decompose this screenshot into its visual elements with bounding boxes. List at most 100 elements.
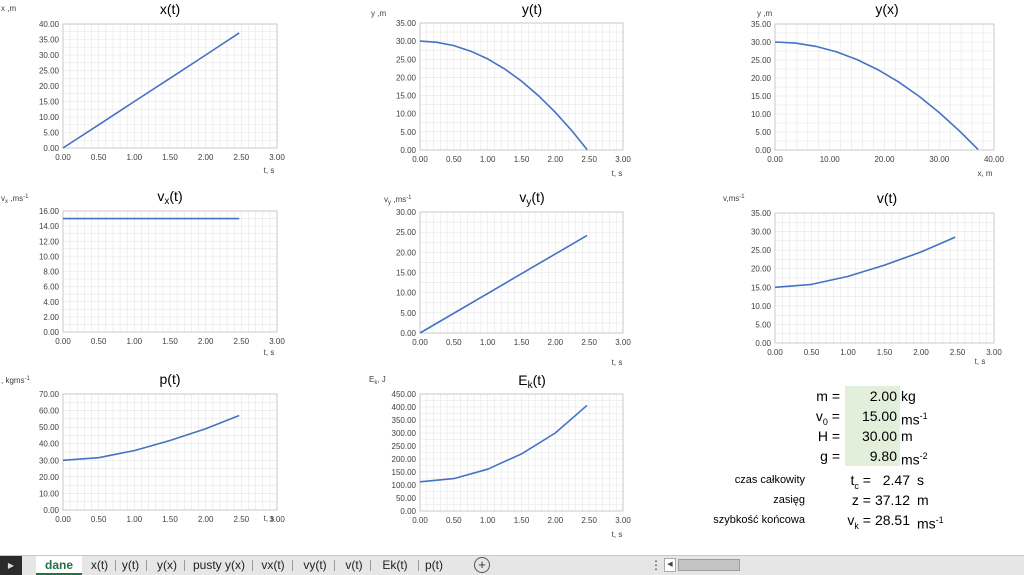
y-tick-label: 8.00 <box>43 268 59 277</box>
result-symbol-total-time: tc = <box>850 472 871 491</box>
param-value-v0[interactable]: 15.00 <box>845 406 900 426</box>
chart-title: y(x) <box>875 1 898 17</box>
x-tick-label: 0.00 <box>767 348 783 357</box>
chart-5: 0.00 5.00 10.00 15.00 20.00 25.00 30.00 35.00 0.… <box>723 190 1002 366</box>
chart-2: 0.00 5.00 10.00 15.00 20.00 25.00 30.00 35.00 0.… <box>751 1 1005 178</box>
y-tick-label: 35.00 <box>39 36 60 45</box>
x-tick-label: 3.00 <box>269 153 285 162</box>
param-unit-gravity: ms-2 <box>901 451 928 468</box>
x-tick-label: 2.50 <box>581 338 597 347</box>
tab-separator <box>115 560 116 571</box>
y-axis-label: x ,m <box>1 4 16 13</box>
y-tick-label: 0.00 <box>400 507 416 516</box>
y-tick-label: 15.00 <box>39 98 60 107</box>
sheet-tab-9[interactable]: p(t) <box>425 558 443 572</box>
chart-title: v(t) <box>877 190 897 206</box>
y-axis-label: , kgms-1 <box>1 376 31 385</box>
y-tick-label: 350.00 <box>392 416 417 425</box>
y-tick-label: 25.00 <box>751 56 772 65</box>
tab-separator <box>292 560 293 571</box>
sheet-tab-0[interactable]: dane <box>36 556 82 575</box>
sheet-tab-4[interactable]: pusty y(x) <box>192 558 245 572</box>
scroll-left-icon[interactable]: ◀ <box>664 558 676 572</box>
y-tick-label: 10.00 <box>396 110 417 119</box>
param-row-height: H = 30.00 m <box>700 426 1020 446</box>
x-tick-label: 2.50 <box>234 515 250 524</box>
x-tick-label: 1.00 <box>480 516 496 525</box>
x-tick-label: 1.50 <box>514 155 530 164</box>
sheet-tab-8[interactable]: Ek(t) <box>382 558 408 572</box>
chart-title: y(t) <box>522 1 542 17</box>
y-tick-label: 10.00 <box>39 489 60 498</box>
y-tick-label: 150.00 <box>392 468 417 477</box>
result-value-range[interactable]: 37.12 <box>874 492 910 508</box>
plot-area-border <box>419 22 624 151</box>
y-axis-label: vy ,ms-1 <box>384 195 412 206</box>
result-symbol-range: z = <box>851 492 871 508</box>
x-tick-label: 2.50 <box>234 153 250 162</box>
y-tick-label: 250.00 <box>392 442 417 451</box>
x-axis-label: t, s <box>264 166 275 175</box>
x-tick-label: 10.00 <box>820 155 841 164</box>
y-tick-label: 0.00 <box>43 144 59 153</box>
y-tick-label: 15.00 <box>751 92 772 101</box>
add-sheet-icon[interactable]: + <box>474 557 490 573</box>
result-value-total-time[interactable]: 2.47 <box>882 472 910 488</box>
y-tick-label: 0.00 <box>400 329 416 338</box>
y-tick-label: 30.00 <box>396 37 417 46</box>
y-tick-label: 30.00 <box>751 228 772 237</box>
tab-separator <box>370 560 371 571</box>
y-tick-label: 20.00 <box>396 248 417 257</box>
param-row-v0: v0 = 15.00 ms-1 <box>700 406 1020 428</box>
x-tick-label: 0.00 <box>55 153 71 162</box>
x-tick-label: 0.50 <box>446 338 462 347</box>
x-axis-label: t, s <box>264 348 275 357</box>
y-tick-label: 25.00 <box>751 246 772 255</box>
horizontal-scrollbar[interactable]: ◀ <box>664 558 1024 572</box>
x-axis-label: t, s <box>612 358 623 367</box>
param-label-mass: m = <box>816 388 840 404</box>
more-options-icon[interactable]: ⋮ <box>650 558 662 572</box>
y-tick-label: 10.00 <box>396 289 417 298</box>
x-tick-label: 1.50 <box>162 337 178 346</box>
y-tick-label: 40.00 <box>39 20 60 29</box>
y-tick-label: 30.00 <box>751 38 772 47</box>
y-tick-label: 35.00 <box>396 19 417 28</box>
sheet-tab-1[interactable]: x(t) <box>90 558 109 572</box>
sheet-tab-6[interactable]: vy(t) <box>303 558 327 572</box>
x-tick-label: 1.00 <box>480 338 496 347</box>
sheet-tab-3[interactable]: y(x) <box>157 558 177 572</box>
y-tick-label: 0.00 <box>43 506 59 515</box>
result-value-final-speed[interactable]: 28.51 <box>874 512 910 528</box>
param-value-height[interactable]: 30.00 <box>845 426 900 446</box>
result-row-total-time: czas całkowity tc = 2.47 s <box>700 470 1020 491</box>
sheet-nav-right-icon[interactable]: ▶ <box>0 556 22 575</box>
chart-4: 0.00 5.00 10.00 15.00 20.00 25.00 30.00 0.00 0.5… <box>384 189 631 367</box>
scrollbar-thumb[interactable] <box>678 559 740 571</box>
y-tick-label: 60.00 <box>39 407 60 416</box>
charts-area: 0.00 5.00 10.00 15.00 20.00 25.00 30.00 35.00 40… <box>1 1 1005 539</box>
x-tick-label: 2.00 <box>548 516 564 525</box>
sheet-tab-2[interactable]: y(t) <box>121 558 140 572</box>
x-tick-label: 3.00 <box>615 516 631 525</box>
series-line <box>774 41 979 151</box>
y-tick-label: 14.00 <box>39 222 60 231</box>
x-tick-label: 1.50 <box>162 515 178 524</box>
y-tick-label: 100.00 <box>392 481 417 490</box>
sheet-tab-5[interactable]: vx(t) <box>261 558 285 572</box>
y-tick-label: 2.00 <box>43 313 59 322</box>
plot-area-border <box>62 210 278 333</box>
param-value-mass[interactable]: 2.00 <box>845 386 900 406</box>
x-tick-label: 1.00 <box>127 337 143 346</box>
y-axis-label: vx ,ms-1 <box>1 194 29 205</box>
plot-area-border <box>419 393 624 512</box>
x-tick-label: 1.50 <box>514 338 530 347</box>
y-tick-label: 200.00 <box>392 455 417 464</box>
param-value-gravity[interactable]: 9.80 <box>845 446 900 466</box>
x-tick-label: 0.00 <box>55 337 71 346</box>
y-tick-label: 35.00 <box>751 20 772 29</box>
y-tick-label: 20.00 <box>751 265 772 274</box>
y-tick-label: 0.00 <box>400 146 416 155</box>
y-tick-label: 20.00 <box>751 74 772 83</box>
sheet-tab-7[interactable]: v(t) <box>345 558 363 572</box>
